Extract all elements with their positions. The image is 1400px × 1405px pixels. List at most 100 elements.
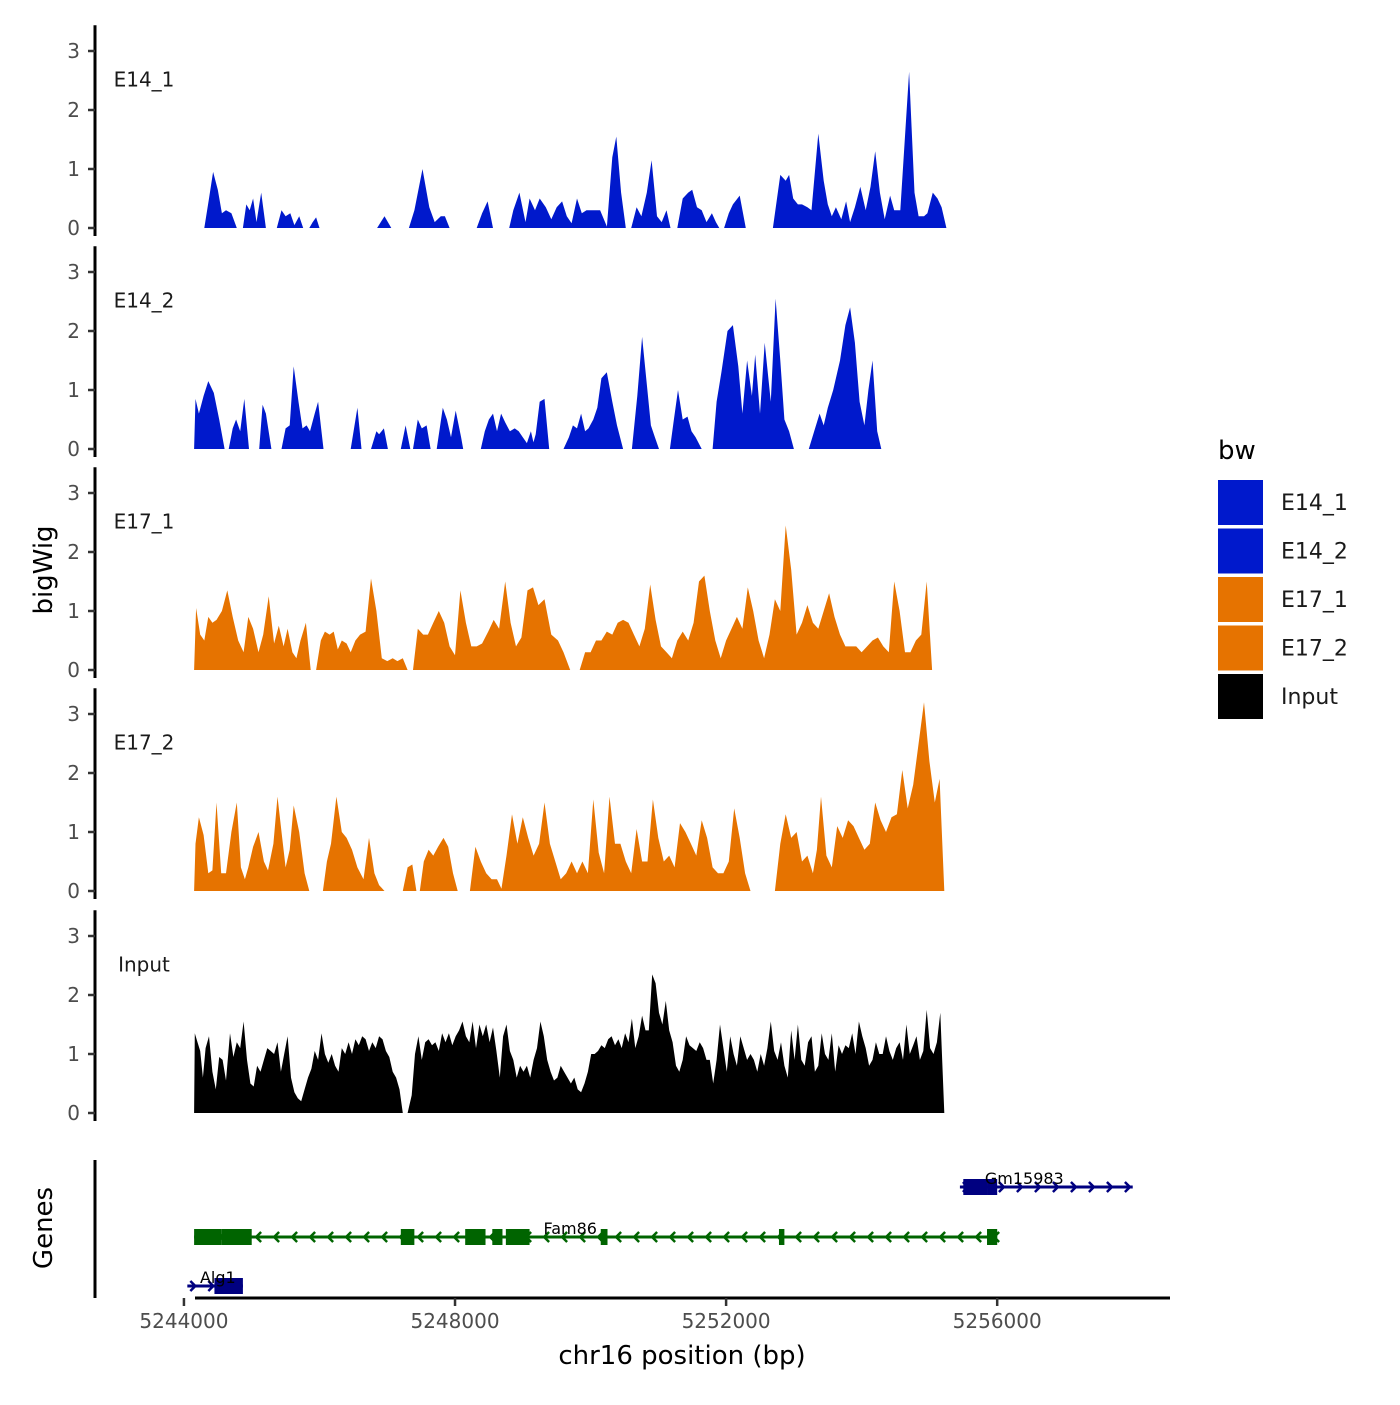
- strand-arrow: [650, 1231, 658, 1243]
- coverage-area-E14_1: [242, 192, 266, 228]
- strand-arrow: [812, 1231, 820, 1243]
- coverage-area-E14_2: [371, 428, 388, 449]
- track-label-E17_1: E17_1: [114, 510, 175, 534]
- gene-Alg1: Alg1: [187, 1268, 243, 1294]
- y-tick-label: 0: [67, 437, 80, 461]
- strand-arrow: [956, 1231, 964, 1243]
- strand-arrow: [866, 1231, 874, 1243]
- coverage-area-E14_2: [194, 381, 225, 449]
- legend-label-E17_2: E17_2: [1281, 637, 1348, 662]
- coverage-area-E14_1: [631, 160, 671, 228]
- track-E14_2: 0 1 2 3 E14_2: [67, 246, 882, 461]
- strand-arrow: [452, 1231, 460, 1243]
- strand-arrow: [632, 1231, 640, 1243]
- strand-arrow: [362, 1231, 370, 1243]
- track-Input: 0 1 2 3 Input: [67, 910, 945, 1125]
- strand-arrow: [272, 1231, 280, 1243]
- y-tick-label: 0: [67, 879, 80, 903]
- coverage-area-E14_2: [808, 307, 882, 449]
- coverage-area-E14_1: [204, 171, 237, 228]
- strand-arrow: [998, 1181, 1006, 1193]
- gene-exon: [492, 1229, 503, 1245]
- strand-arrow: [1070, 1181, 1078, 1193]
- coverage-area-E17_2: [322, 796, 385, 891]
- tracks-layer: 0 1 2 3 E14_1 0 1 2 3 E14_2 0 1 2 3 E17_1 0 1 2 3 E17_2 0 1 2 3…: [67, 25, 947, 1125]
- strand-arrow: [1034, 1181, 1042, 1193]
- strand-arrow: [308, 1231, 316, 1243]
- x-tick-label: 5256000: [953, 1309, 1042, 1333]
- strand-arrow: [1106, 1181, 1114, 1193]
- strand-arrow: [686, 1231, 694, 1243]
- y-tick-label: 2: [67, 983, 80, 1007]
- gene-exon: [194, 1229, 222, 1245]
- strand-arrow: [1088, 1181, 1096, 1193]
- gene-label-Alg1: Alg1: [200, 1268, 236, 1287]
- y-tick-label: 1: [67, 1042, 80, 1066]
- legend-swatch-E17_2: [1218, 625, 1263, 671]
- y-tick-label: 1: [67, 378, 80, 402]
- coverage-area-E17_1: [194, 590, 311, 670]
- strand-arrow: [344, 1231, 352, 1243]
- strand-arrow: [722, 1231, 730, 1243]
- strand-arrow: [1016, 1181, 1024, 1193]
- strand-arrow: [578, 1231, 586, 1243]
- y-tick-label: 0: [67, 1101, 80, 1125]
- coverage-area-E17_1: [579, 525, 933, 670]
- strand-arrow: [1124, 1181, 1132, 1193]
- gene-exon: [778, 1229, 785, 1245]
- strand-arrow: [207, 1280, 216, 1292]
- coverage-area-E14_1: [509, 192, 608, 228]
- coverage-area-E14_2: [228, 398, 249, 449]
- y-tick-label: 1: [67, 157, 80, 181]
- gene-exon: [987, 1179, 998, 1195]
- legend-title: bw: [1218, 436, 1256, 466]
- coverage-area-E14_2: [563, 372, 624, 449]
- strand-arrow: [668, 1231, 676, 1243]
- coverage-area-E14_2: [413, 419, 431, 449]
- y-tick-label: 0: [67, 216, 80, 240]
- x-axis: 5244000 5248000 5252000 5256000: [139, 1296, 1170, 1333]
- legend-swatch-E14_1: [1218, 480, 1263, 525]
- coverage-area-E14_1: [276, 210, 304, 228]
- y-tick-label: 2: [67, 319, 80, 343]
- gene-label-Fam86: Fam86: [543, 1219, 596, 1238]
- coverage-area-E17_2: [402, 864, 417, 891]
- x-tick-label: 5252000: [682, 1309, 771, 1333]
- track-label-E14_2: E14_2: [114, 289, 175, 313]
- legend-label-E14_1: E14_1: [1281, 491, 1348, 516]
- track-label-E14_1: E14_1: [114, 68, 175, 92]
- coverage-area-E14_2: [436, 407, 464, 449]
- strand-arrow: [434, 1231, 442, 1243]
- gene-exon: [987, 1229, 998, 1245]
- coverage-area-E14_1: [408, 169, 450, 228]
- coverage-area-E14_1: [309, 217, 320, 228]
- coverage-area-E14_2: [281, 366, 324, 449]
- legend-swatch-Input: [1218, 674, 1263, 719]
- y-tick-label: 3: [67, 260, 80, 284]
- coverage-area-E14_2: [669, 390, 702, 449]
- legend-swatch-E14_2: [1218, 528, 1263, 574]
- strand-arrow: [884, 1231, 892, 1243]
- y-tick-label: 2: [67, 98, 80, 122]
- strand-arrow: [290, 1231, 298, 1243]
- strand-arrow: [1052, 1181, 1060, 1193]
- gene-Gm15983: Gm15983: [959, 1169, 1133, 1195]
- coverage-area-E14_1: [724, 195, 746, 228]
- coverage-area-E17_2: [469, 846, 503, 891]
- legend-label-E14_2: E14_2: [1281, 540, 1348, 565]
- strand-arrow: [254, 1231, 262, 1243]
- track-E14_1: 0 1 2 3 E14_1: [67, 25, 947, 240]
- y-tick-label: 1: [67, 820, 80, 844]
- y-tick-label: 2: [67, 540, 80, 564]
- strand-arrow: [704, 1231, 712, 1243]
- strand-arrow: [920, 1231, 928, 1243]
- coverage-area-E14_1: [377, 216, 392, 228]
- legend-label-Input: Input: [1281, 685, 1338, 710]
- strand-arrow: [614, 1231, 622, 1243]
- coverage-area-E14_2: [631, 336, 659, 449]
- gene-exon: [214, 1278, 243, 1294]
- coverage-area-E14_2: [350, 407, 362, 449]
- gene-Fam86: Fam86: [194, 1219, 1000, 1245]
- x-axis-title: chr16 position (bp): [558, 1341, 805, 1371]
